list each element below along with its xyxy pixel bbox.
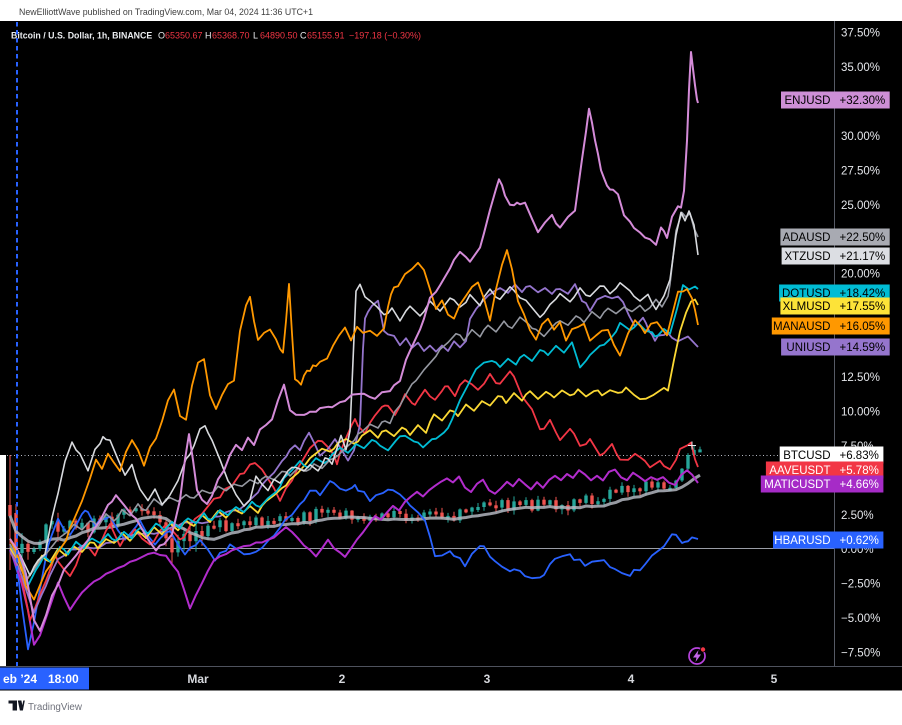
svg-text:XTZUSD: XTZUSD [785, 251, 831, 263]
svg-text:+16.05%: +16.05% [840, 321, 886, 333]
svg-text:65368.70: 65368.70 [212, 31, 250, 41]
svg-text:−7.50%: −7.50% [841, 648, 880, 660]
svg-text:−5.00%: −5.00% [841, 613, 880, 625]
svg-text:35.00%: 35.00% [841, 62, 880, 74]
svg-text:HBARUSD: HBARUSD [774, 535, 830, 547]
svg-text:MATICUSDT: MATICUSDT [764, 479, 830, 491]
svg-text:AAVEUSDT: AAVEUSDT [769, 465, 830, 477]
svg-text:O: O [158, 31, 165, 41]
svg-text:30.00%: 30.00% [841, 131, 880, 143]
svg-text:MANAUSD: MANAUSD [773, 321, 831, 333]
svg-text:L: L [253, 31, 258, 41]
svg-text:5: 5 [771, 672, 778, 686]
svg-text:20.00%: 20.00% [841, 269, 880, 281]
svg-text:3: 3 [484, 672, 491, 686]
svg-text:−197.18 (−0.30%): −197.18 (−0.30%) [349, 31, 421, 41]
svg-text:+21.17%: +21.17% [840, 251, 886, 263]
svg-text:XLMUSD: XLMUSD [783, 301, 831, 313]
svg-text:NewElliottWave published on Tr: NewElliottWave published on TradingView.… [19, 7, 313, 17]
svg-text:+0.62%: +0.62% [840, 535, 879, 547]
svg-text:TradingView: TradingView [28, 702, 83, 713]
svg-text:C: C [300, 31, 307, 41]
svg-text:+22.50%: +22.50% [840, 232, 886, 244]
svg-text:eb ’24: eb ’24 [3, 672, 37, 686]
svg-text:BTCUSD: BTCUSD [783, 450, 830, 462]
svg-text:2.50%: 2.50% [841, 510, 874, 522]
svg-text:10.00%: 10.00% [841, 406, 880, 418]
svg-text:+4.66%: +4.66% [840, 479, 879, 491]
svg-text:65155.91: 65155.91 [307, 31, 345, 41]
svg-text:37.50%: 37.50% [841, 28, 880, 40]
svg-text:25.00%: 25.00% [841, 200, 880, 212]
svg-text:Bitcoin / U.S. Dollar, 1h, BIN: Bitcoin / U.S. Dollar, 1h, BINANCE [11, 31, 152, 41]
svg-text:+18.42%: +18.42% [840, 288, 886, 300]
svg-text:12.50%: 12.50% [841, 372, 880, 384]
svg-text:4: 4 [628, 672, 635, 686]
svg-text:2: 2 [339, 672, 346, 686]
svg-text:18:00: 18:00 [48, 672, 79, 686]
svg-text:−2.50%: −2.50% [841, 579, 880, 591]
svg-text:Mar: Mar [187, 672, 209, 686]
svg-text:H: H [205, 31, 212, 41]
svg-text:+6.83%: +6.83% [840, 450, 879, 462]
svg-text:+5.78%: +5.78% [840, 465, 879, 477]
svg-text:UNIUSD: UNIUSD [786, 342, 830, 354]
svg-text:65350.67: 65350.67 [165, 31, 203, 41]
svg-text:64890.50: 64890.50 [260, 31, 298, 41]
svg-text:DOTUSD: DOTUSD [782, 288, 831, 300]
svg-text:+17.55%: +17.55% [840, 301, 886, 313]
svg-text:ADAUSD: ADAUSD [783, 232, 831, 244]
svg-text:27.50%: 27.50% [841, 165, 880, 177]
svg-text:ENJUSD: ENJUSD [784, 95, 830, 107]
svg-text:+14.59%: +14.59% [840, 342, 886, 354]
svg-text:+32.30%: +32.30% [840, 95, 886, 107]
